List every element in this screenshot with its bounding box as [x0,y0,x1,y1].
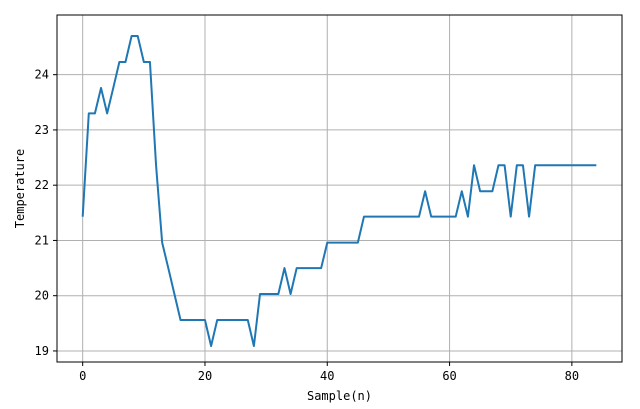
series-line [81,35,597,347]
y-tick-label: 20 [35,289,49,303]
y-axis-label: Temperature [13,149,27,228]
x-tick-label: 0 [79,369,86,383]
y-tick-label: 19 [35,344,49,358]
y-tick-label: 23 [35,123,49,137]
x-axis-ticks: 0 20 40 60 80 [79,362,579,383]
y-tick-label: 24 [35,68,49,82]
x-axis-label: Sample(n) [307,389,372,403]
x-tick-label: 40 [320,369,334,383]
x-tick-label: 20 [198,369,212,383]
y-axis-ticks: 19 20 21 22 23 24 [35,68,57,358]
plot-frame [56,14,623,363]
y-tick-label: 21 [35,233,49,247]
x-tick-label: 60 [442,369,456,383]
grid [57,15,622,362]
x-tick-label: 80 [565,369,579,383]
y-tick-label: 22 [35,178,49,192]
